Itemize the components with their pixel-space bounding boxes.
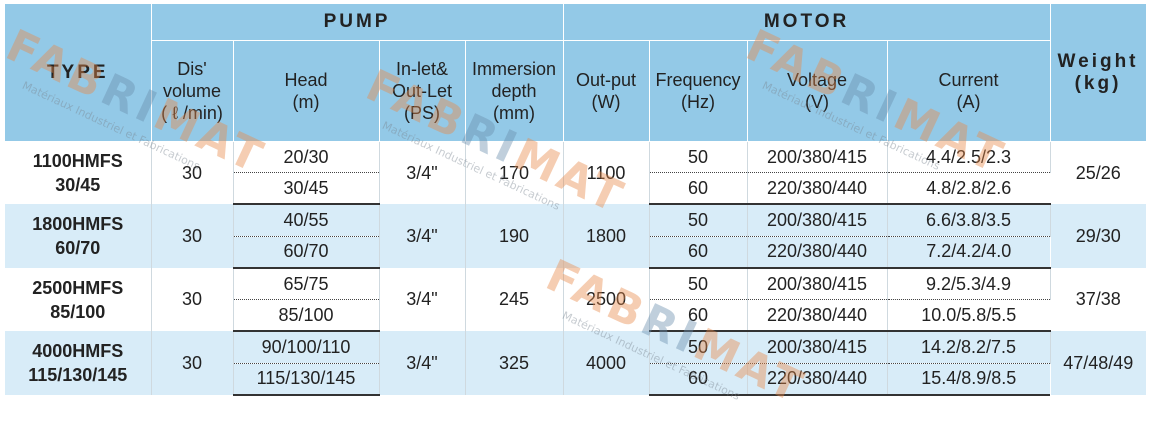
- frequency-60: 60: [649, 236, 748, 269]
- header-current: Current (A): [887, 40, 1051, 142]
- frequency-50: 50: [649, 331, 748, 364]
- voltage-60hz: 220/380/440: [747, 363, 888, 396]
- current-50hz: 14.2/8.2/7.5: [887, 331, 1051, 364]
- voltage-60hz: 220/380/440: [747, 172, 888, 206]
- immersion-depth: 245: [465, 267, 564, 332]
- current-50hz: 6.6/3.8/3.5: [887, 204, 1051, 237]
- head-50hz: 40/55: [233, 204, 380, 237]
- inlet-outlet: 3/4": [379, 267, 466, 332]
- head-60hz: 115/130/145: [233, 363, 380, 396]
- header-immersion-depth: Immersion depth (mm): [465, 40, 564, 142]
- frequency-50: 50: [649, 267, 748, 301]
- header-weight: Weight (kg): [1050, 4, 1147, 142]
- dis-volume: 30: [151, 141, 234, 205]
- header-pump: PUMP: [151, 4, 564, 41]
- head-50hz: 90/100/110: [233, 331, 380, 364]
- model-type: 4000HMFS 115/130/145: [5, 331, 152, 395]
- dis-volume: 30: [151, 331, 234, 395]
- header-type: TYPE: [5, 4, 152, 142]
- dis-volume: 30: [151, 267, 234, 332]
- frequency-50: 50: [649, 141, 748, 174]
- voltage-60hz: 220/380/440: [747, 236, 888, 269]
- header-frequency: Frequency (Hz): [649, 40, 748, 142]
- current-60hz: 7.2/4.2/4.0: [887, 236, 1051, 269]
- table-row: 1800HMFS 60/70 30 40/55 3/4" 190 1800 50 200/38…: [5, 204, 1147, 268]
- dis-volume: 30: [151, 204, 234, 268]
- head-60hz: 60/70: [233, 236, 380, 269]
- header-dis-volume: Dis' volume ( ℓ /min): [151, 40, 234, 142]
- immersion-depth: 170: [465, 141, 564, 205]
- table-row: 2500HMFS 85/100 30 65/75 3/4" 245 2500 50 200/3…: [5, 267, 1146, 332]
- output-power: 1100: [563, 141, 650, 205]
- head-60hz: 85/100: [233, 299, 380, 333]
- frequency-50: 50: [649, 204, 748, 237]
- current-60hz: 15.4/8.9/8.5: [887, 363, 1051, 396]
- head-60hz: 30/45: [233, 172, 380, 206]
- model-type: 2500HMFS 85/100: [5, 267, 152, 332]
- frequency-60: 60: [649, 363, 748, 396]
- weight: 25/26: [1075, 162, 1121, 183]
- inlet-outlet: 3/4": [379, 141, 466, 205]
- head-50hz: 65/75: [233, 267, 380, 301]
- voltage-50hz: 200/380/415: [747, 141, 888, 174]
- weight: 29/30: [1050, 204, 1147, 268]
- table-row: 115/130/145 60 220/380/440 15.4/8.9/8.5: [5, 363, 1146, 396]
- table-row: 85/100 60 220/380/440 10.0/5.8/5.5: [5, 299, 1146, 333]
- header-motor: MOTOR: [563, 4, 1051, 41]
- header-voltage: Voltage (V): [747, 40, 888, 142]
- current-50hz: 4.4/2.5/2.3: [887, 141, 1051, 174]
- inlet-outlet: 3/4": [379, 331, 466, 395]
- output-power: 1800: [563, 204, 650, 268]
- voltage-60hz: 220/380/440: [747, 299, 888, 333]
- frequency-60: 60: [649, 172, 748, 206]
- head-50hz: 20/30: [233, 141, 380, 174]
- weight: 47/48/49: [1050, 331, 1147, 395]
- voltage-50hz: 200/380/415: [747, 204, 888, 237]
- current-60hz: 10.0/5.8/5.5: [887, 299, 1051, 333]
- header-head: Head (m): [233, 40, 380, 142]
- pump-spec-table: TYPE PUMP MOTOR Weight (kg) Dis' volume …: [5, 4, 1147, 396]
- table-row: 1100HMFS 30/45 30 20/30 3/4" 170 1100 50 200/38…: [5, 141, 1146, 205]
- table-row: 30/45 60 220/380/440 4.8/2.8/2.6: [5, 172, 1146, 206]
- current-50hz: 9.2/5.3/4.9: [887, 267, 1051, 301]
- immersion-depth: 325: [465, 331, 564, 395]
- model-type: 1100HMFS 30/45: [5, 141, 152, 205]
- header-output: Out-put (W): [563, 40, 650, 142]
- voltage-50hz: 200/380/415: [747, 331, 888, 364]
- output-power: 4000: [563, 331, 650, 395]
- weight: 37/38: [1075, 289, 1121, 310]
- voltage-50hz: 200/380/415: [747, 267, 888, 301]
- current-60hz: 4.8/2.8/2.6: [887, 172, 1051, 206]
- frequency-60: 60: [649, 299, 748, 333]
- inlet-outlet: 3/4": [379, 204, 466, 268]
- table-row: 60/70 60 220/380/440 7.2/4.2/4.0: [5, 236, 1146, 269]
- immersion-depth: 190: [465, 204, 564, 268]
- table-row: 4000HMFS 115/130/145 30 90/100/110 3/4" 325 4…: [5, 331, 1147, 395]
- output-power: 2500: [563, 267, 650, 332]
- header-inlet-outlet: In-let& Out-Let (PS): [379, 40, 466, 142]
- model-type: 1800HMFS 60/70: [5, 204, 152, 268]
